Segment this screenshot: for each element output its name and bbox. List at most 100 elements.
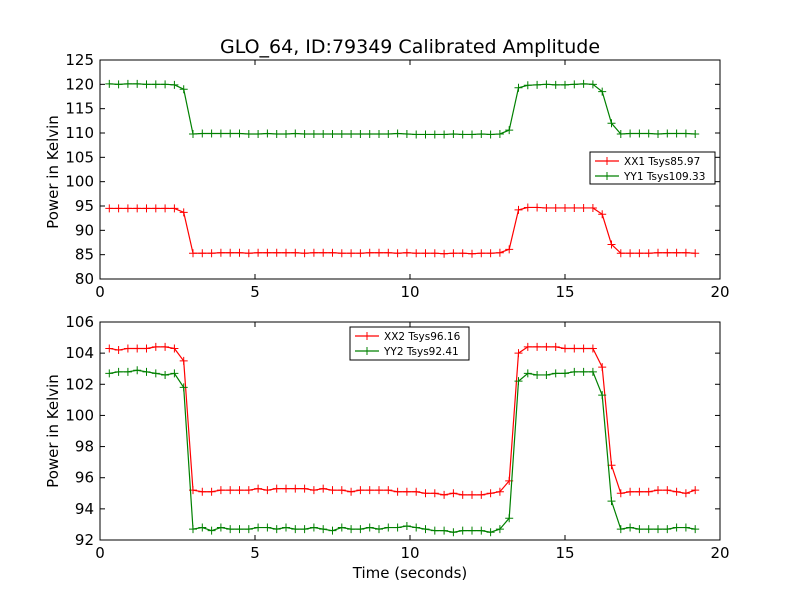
bottom-series-2-point bbox=[133, 366, 142, 375]
top-series-2-point bbox=[254, 129, 263, 138]
top-series-1-point bbox=[495, 248, 504, 257]
top-y-axis-label: Power in Kelvin bbox=[44, 115, 62, 229]
bottom-series-1-point bbox=[468, 490, 476, 499]
bottom-series-2-point bbox=[272, 525, 281, 534]
top-series-2-point bbox=[440, 130, 449, 139]
bottom-series-1-point bbox=[430, 489, 439, 498]
bottom-series-2-point bbox=[412, 523, 421, 532]
top-series-1-point bbox=[291, 248, 300, 257]
bottom-series-2-point bbox=[468, 526, 476, 535]
top-series-2-point bbox=[198, 129, 207, 138]
bottom-series-1-point bbox=[319, 484, 328, 493]
top-series-2-point bbox=[347, 129, 356, 138]
bottom-series-2-point bbox=[533, 370, 542, 379]
bottom-legend-box bbox=[349, 326, 470, 361]
bottom-series-2-point bbox=[514, 377, 523, 386]
top-series-2-point bbox=[430, 130, 439, 139]
top-legend-marker-1 bbox=[603, 157, 611, 165]
bottom-series-2-point bbox=[337, 523, 346, 532]
bottom-legend-label-1: XX2 Tsys96.16 bbox=[384, 331, 461, 343]
chart-title: GLO_64, ID:79349 Calibrated Amplitude bbox=[220, 36, 600, 58]
bottom-series-2-point bbox=[635, 525, 644, 534]
top-x-tick-label: 10 bbox=[400, 283, 419, 301]
top-series-1-point bbox=[189, 249, 197, 258]
bottom-series-1-point bbox=[635, 487, 644, 496]
bottom-x-tick-label: 20 bbox=[710, 544, 729, 562]
bottom-series-1-point bbox=[291, 484, 300, 493]
bottom-series-1-point bbox=[644, 487, 653, 496]
top-legend: XX1 Tsys85.97 YY1 Tsys109.33 bbox=[589, 151, 716, 185]
top-series-1-point bbox=[179, 208, 188, 217]
top-series-2-point bbox=[486, 130, 495, 139]
top-series-1-point bbox=[672, 248, 681, 257]
top-series-2-point bbox=[551, 80, 560, 89]
bottom-series-1-point bbox=[347, 487, 356, 496]
bottom-series-1-point bbox=[226, 486, 235, 495]
bottom-series-1-point bbox=[384, 486, 393, 495]
bottom-y-tick-label: 100 bbox=[65, 406, 94, 424]
top-series-1-point bbox=[691, 249, 700, 258]
top-series-1-point bbox=[272, 248, 281, 257]
top-series-1-point bbox=[365, 248, 374, 257]
bottom-series-2-point bbox=[561, 369, 569, 378]
bottom-series-1-point bbox=[161, 342, 170, 351]
top-series-2-point bbox=[235, 129, 244, 138]
top-series-2-point bbox=[375, 129, 383, 138]
top-series-1 bbox=[105, 203, 700, 258]
top-series-1-point bbox=[300, 249, 309, 258]
top-series-2-point bbox=[189, 129, 197, 138]
top-series-1-point bbox=[477, 249, 486, 258]
top-series-1-point bbox=[523, 203, 532, 212]
bottom-series-1-point bbox=[123, 344, 132, 353]
bottom-series-1-point bbox=[486, 489, 495, 498]
top-series-2-point bbox=[616, 129, 625, 138]
top-series-2-point bbox=[207, 129, 216, 138]
top-series-2-point bbox=[681, 129, 690, 138]
top-series-1-point bbox=[263, 248, 272, 257]
top-series-1-point bbox=[319, 248, 328, 257]
bottom-series-1-point bbox=[412, 487, 421, 496]
top-series-1-point bbox=[430, 249, 439, 258]
bottom-series-2-point bbox=[347, 525, 356, 534]
bottom-series-2-point bbox=[393, 523, 402, 532]
bottom-series-1-point bbox=[216, 486, 225, 495]
top-series-1-point bbox=[458, 249, 467, 258]
top-series-1-point bbox=[235, 248, 244, 257]
top-series-2-point bbox=[319, 129, 328, 138]
bottom-series-1-line bbox=[109, 346, 696, 496]
top-series-2-point bbox=[691, 129, 700, 138]
bottom-y-tick-label: 106 bbox=[65, 313, 94, 331]
top-series-2-point bbox=[291, 129, 300, 138]
bottom-y-tick-label: 104 bbox=[65, 344, 94, 362]
bottom-series-2-point bbox=[254, 523, 263, 532]
top-series-2-point bbox=[561, 80, 569, 89]
bottom-series-2-point bbox=[430, 526, 439, 535]
top-series-2-point bbox=[282, 129, 290, 138]
bottom-series-1-point bbox=[356, 486, 365, 495]
top-series-2-point bbox=[384, 129, 393, 138]
top-series-1-point bbox=[328, 248, 337, 257]
bottom-series-1-point bbox=[282, 484, 290, 493]
top-x-tick-label: 20 bbox=[710, 283, 729, 301]
bottom-series-2-point bbox=[384, 523, 393, 532]
bottom-series-2-point bbox=[663, 525, 672, 534]
bottom-series-1-point bbox=[198, 487, 207, 496]
bottom-x-axis-label: Time (seconds) bbox=[352, 564, 468, 582]
bottom-series-2-point bbox=[263, 523, 272, 532]
bottom-series-2-point bbox=[356, 525, 365, 534]
bottom-series-1-point bbox=[691, 486, 700, 495]
bottom-series-2-point bbox=[309, 523, 318, 532]
top-series-1-point bbox=[123, 204, 132, 213]
bottom-series-1-point bbox=[309, 486, 318, 495]
bottom-series-1-point bbox=[151, 342, 160, 351]
top-series-2-point bbox=[393, 129, 402, 138]
top-series-2-point bbox=[337, 129, 346, 138]
bottom-series-1-point bbox=[105, 344, 114, 353]
bottom-series-1-point bbox=[514, 349, 523, 358]
bottom-series-2-point bbox=[300, 525, 309, 534]
bottom-series-2-point bbox=[142, 367, 151, 376]
top-series-2-point bbox=[542, 80, 551, 89]
top-series-1-point bbox=[681, 248, 690, 257]
bottom-y-tick-label: 102 bbox=[65, 375, 94, 393]
top-series-2-point bbox=[263, 129, 272, 138]
